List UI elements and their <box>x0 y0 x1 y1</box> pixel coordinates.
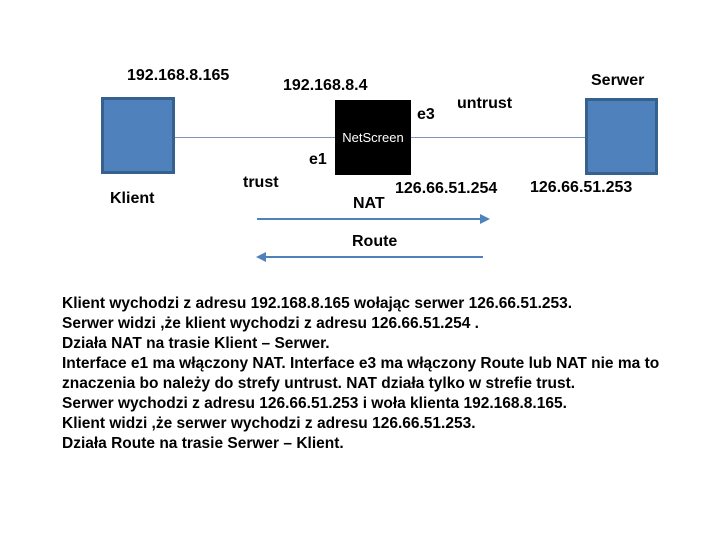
firewall-server-wire <box>411 137 585 138</box>
nat-public-ip-label: 126.66.51.254 <box>395 180 498 197</box>
route-arrow-label: Route <box>352 233 398 250</box>
untrust-zone-label: untrust <box>457 95 513 112</box>
nat-arrow-label: NAT <box>353 195 385 212</box>
description-line: Działa NAT na trasie Klient – Serwer. <box>62 335 330 352</box>
description-line: znaczenia bo należy do strefy untrust. N… <box>62 375 576 392</box>
nat-arrow-line <box>257 218 481 220</box>
description-line: Klient widzi ,że serwer wychodzi z adres… <box>62 415 476 432</box>
client-node <box>101 97 175 174</box>
trust-zone-label: trust <box>243 174 279 191</box>
client-firewall-wire <box>175 137 335 138</box>
route-arrowhead-left-icon <box>256 252 266 262</box>
firewall-node: NetScreen <box>335 100 411 175</box>
description-line: Serwer wychodzi z adresu 126.66.51.253 i… <box>62 395 567 412</box>
description-line: Klient wychodzi z adresu 192.168.8.165 w… <box>62 295 573 312</box>
description-text: Klient wychodzi z adresu 192.168.8.165 w… <box>62 294 682 454</box>
description-line: Interface e1 ma włączony NAT. Interface … <box>62 355 660 372</box>
firewall-node-label: NetScreen <box>342 130 404 145</box>
server-node <box>585 98 658 175</box>
interface-e3-label: e3 <box>417 106 435 123</box>
firewall-ip-label: 192.168.8.4 <box>283 77 368 94</box>
nat-arrowhead-right-icon <box>480 214 490 224</box>
interface-e1-label: e1 <box>309 151 327 168</box>
server-title-label: Serwer <box>591 72 645 89</box>
server-public-ip-label: 126.66.51.253 <box>530 179 633 196</box>
client-title-label: Klient <box>110 190 155 207</box>
description-line: Działa Route na trasie Serwer – Klient. <box>62 435 344 452</box>
description-line: Serwer widzi ,że klient wychodzi z adres… <box>62 315 479 332</box>
client-ip-label: 192.168.8.165 <box>127 67 230 84</box>
route-arrow-line <box>266 256 483 258</box>
